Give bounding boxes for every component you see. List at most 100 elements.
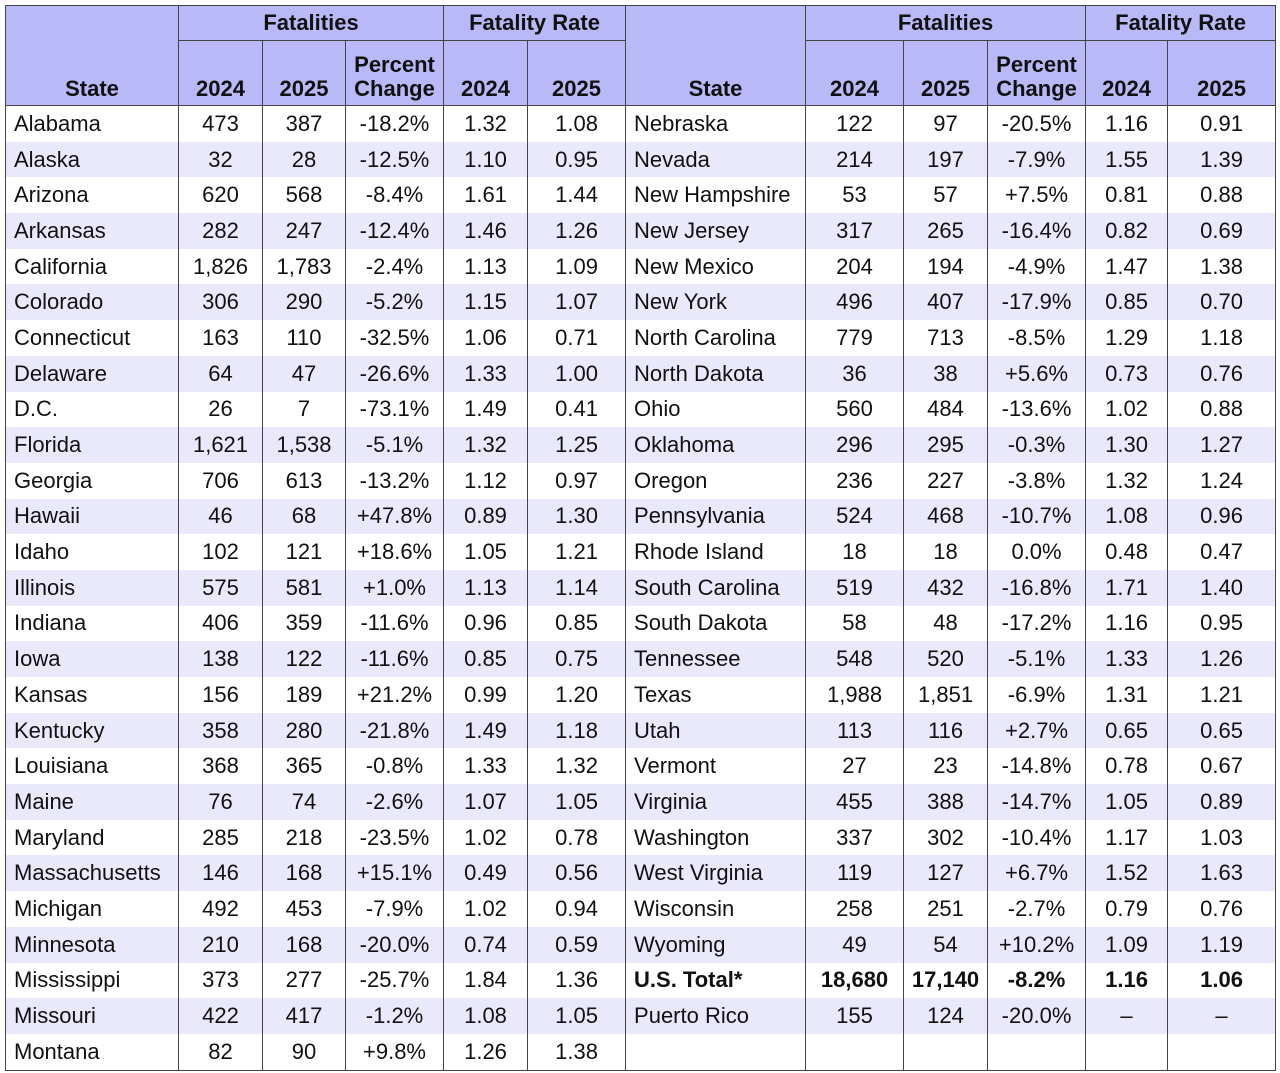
fatalities-2024: 1,988: [805, 677, 905, 713]
fatalities-2024: 373: [178, 962, 263, 999]
fatalities-2025: 295: [903, 427, 989, 463]
rate-2024: 0.65: [1085, 712, 1169, 749]
fatalities-2024: 18: [805, 534, 905, 570]
percent-change: -14.8%: [987, 748, 1087, 785]
percent-change: -17.2%: [987, 605, 1087, 642]
data-row: Indiana 406 359 -11.6% 0.96 0.85 South Dakota 5…: [5, 605, 1277, 642]
rate-2025: 0.76: [1167, 355, 1277, 392]
data-row: Delaware 64 47 -26.6% 1.33 1.00 North Dakota 36…: [5, 355, 1277, 392]
rate-2025: 0.67: [1167, 748, 1277, 785]
fatalities-2025: 28: [262, 141, 346, 178]
fatalities-2024: 204: [805, 248, 905, 285]
state-name: North Carolina: [625, 320, 807, 356]
rate-2024: 1.10: [443, 141, 529, 178]
state-name: North Dakota: [625, 355, 807, 392]
fatalities-2024: 53: [805, 177, 905, 214]
fatalities-2025: 48: [903, 605, 989, 642]
state-name: Montana: [5, 1033, 179, 1071]
data-row: Illinois 575 581 +1.0% 1.13 1.14 South Carolin…: [5, 569, 1277, 606]
percent-change: -2.4%: [344, 248, 445, 285]
fatalities-2024: 58: [805, 605, 905, 642]
rate-2024: 1.05: [443, 534, 529, 570]
fatalities-2025: 453: [262, 891, 346, 927]
fatalities-2025: 23: [903, 748, 989, 785]
percent-change: -5.1%: [344, 427, 445, 463]
fatalities-2024: 358: [178, 712, 263, 749]
rate-2024: 0.85: [1085, 284, 1169, 321]
rate-2024: 1.31: [1085, 677, 1169, 713]
percent-change: +1.0%: [344, 569, 445, 606]
empty-cell: [805, 1033, 905, 1071]
percent-change: -32.5%: [344, 320, 445, 356]
data-row: Arkansas 282 247 -12.4% 1.46 1.26 New Jersey 31…: [5, 213, 1277, 249]
rate-2024: 1.71: [1085, 569, 1169, 606]
rate-2025: 0.70: [1167, 284, 1277, 321]
state-header: State: [625, 5, 807, 106]
state-name: Tennessee: [625, 641, 807, 677]
data-row: Massachusetts 146 168 +15.1% 0.49 0.56 West Vi…: [5, 855, 1277, 892]
rate-2025: 1.38: [527, 1033, 627, 1071]
fatalities-2025: 568: [262, 177, 346, 214]
state-name: Indiana: [5, 605, 179, 642]
fatalities-2025: 227: [903, 462, 989, 499]
data-row: Iowa 138 122 -11.6% 0.85 0.75 Tennessee 548 520-…: [5, 641, 1277, 677]
fatalities-2025: 265: [903, 213, 989, 249]
rate-2024: 0.96: [443, 605, 529, 642]
fatalities-2024: 49: [805, 926, 905, 963]
rate-2025: 1.20: [527, 677, 627, 713]
empty-cell: [1085, 1033, 1169, 1071]
rate-2025: 0.96: [1167, 498, 1277, 535]
fatalities-2024: 706: [178, 462, 263, 499]
state-name: Ohio: [625, 391, 807, 428]
rate-2024: 1.84: [443, 962, 529, 999]
empty-cell: [987, 1033, 1087, 1071]
rate-2024: 1.32: [443, 427, 529, 463]
data-row: Hawaii 46 68 +47.8% 0.89 1.30 Pennsylvania 524 4…: [5, 498, 1277, 535]
state-name: Rhode Island: [625, 534, 807, 570]
percent-change: +18.6%: [344, 534, 445, 570]
rate-2025: 0.95: [527, 141, 627, 178]
percent-change: -4.9%: [987, 248, 1087, 285]
rate-2024: 1.55: [1085, 141, 1169, 178]
rate-2025: 0.75: [527, 641, 627, 677]
state-name: Virginia: [625, 784, 807, 820]
state-name: Missouri: [5, 998, 179, 1034]
rate-2024: 1.49: [443, 391, 529, 428]
rate-2024: 1.33: [443, 748, 529, 785]
rate-2024: 1.47: [1085, 248, 1169, 285]
rate-2025: 0.78: [527, 819, 627, 856]
data-row: Louisiana 368 365 -0.8% 1.33 1.32 Vermont 27 23-…: [5, 748, 1277, 785]
rate-2025: 1.44: [527, 177, 627, 214]
data-row: Florida 1,621 1,538 -5.1% 1.32 1.25 Oklahoma 29…: [5, 427, 1277, 463]
fatalities-2024: 163: [178, 320, 263, 356]
fatalities-2025: 116: [903, 712, 989, 749]
fatalities-2024: 27: [805, 748, 905, 785]
rate-2024: 0.89: [443, 498, 529, 535]
fatalities-2025: 302: [903, 819, 989, 856]
fatalities-2024: 282: [178, 213, 263, 249]
percent-change: -0.8%: [344, 748, 445, 785]
fatalities-2025: 168: [262, 855, 346, 892]
rate-2025: 1.39: [1167, 141, 1277, 178]
data-row: Minnesota 210 168 -20.0% 0.74 0.59 Wyoming 49 54…: [5, 926, 1277, 963]
fatalities-2025: 18: [903, 534, 989, 570]
percent-change: +9.8%: [344, 1033, 445, 1071]
empty-cell: [1167, 1033, 1277, 1071]
rate-2024: 1.33: [443, 355, 529, 392]
fatalities-2025: 194: [903, 248, 989, 285]
percent-change: -8.4%: [344, 177, 445, 214]
rate-2025: 1.18: [527, 712, 627, 749]
fatalities-2024: 317: [805, 213, 905, 249]
fatalities-2024: 1,826: [178, 248, 263, 285]
rate-2025: 1.05: [527, 998, 627, 1034]
rate-2025: 0.88: [1167, 391, 1277, 428]
rate-2025: 1.14: [527, 569, 627, 606]
percent-change: -8.5%: [987, 320, 1087, 356]
rate-2025: 1.32: [527, 748, 627, 785]
percent-change: -11.6%: [344, 641, 445, 677]
percent-change: +47.8%: [344, 498, 445, 535]
rate-2025: 0.41: [527, 391, 627, 428]
rate-2025: –: [1167, 998, 1277, 1034]
fatalities-2024: 214: [805, 141, 905, 178]
